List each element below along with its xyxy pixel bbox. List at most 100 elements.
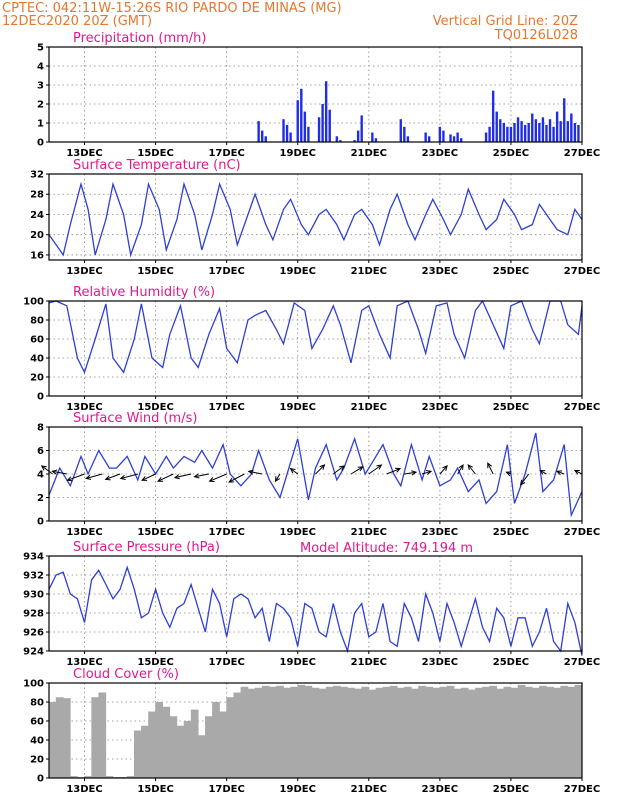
cloud-bar <box>91 697 100 778</box>
cloud-bar <box>254 687 263 778</box>
wind-arrow-shaft <box>157 473 174 482</box>
pressure-xtick-label: 19DEC <box>280 657 316 668</box>
precip-ytick-label: 4 <box>37 62 44 73</box>
wind-arrow <box>208 473 227 482</box>
wind-arrow-shaft <box>556 470 565 475</box>
precip-bar <box>534 119 538 142</box>
cloud-bar <box>467 689 476 778</box>
cloud-bar <box>574 684 583 778</box>
wind-arrow <box>519 473 530 486</box>
precip-bar <box>328 109 331 142</box>
precip-bar <box>442 130 445 142</box>
cloud-bar <box>297 684 306 778</box>
wind-arrow-shaft <box>85 473 103 479</box>
cloud-bar <box>453 688 462 778</box>
pressure-ytick-label: 930 <box>23 590 44 601</box>
cloud-bar <box>84 776 92 778</box>
header-model-code: TQ0126L028 <box>494 28 578 43</box>
wind-arrow <box>505 471 512 477</box>
cloud-bar <box>276 685 284 778</box>
humidity-xtick-label: 13DEC <box>66 402 102 413</box>
precip-bar <box>566 121 569 142</box>
precip-bar <box>296 100 299 142</box>
pressure-ytick-label: 924 <box>23 647 44 658</box>
temperature-title: Surface Temperature (nC) <box>73 158 241 173</box>
wind-arrow-shaft <box>141 473 156 481</box>
precip-bar <box>520 121 523 142</box>
precip-bar <box>563 98 566 142</box>
wind-ytick-label: 2 <box>37 493 44 504</box>
humidity-series-line <box>48 299 583 375</box>
precip-bar <box>523 124 527 142</box>
temperature-xtick-label: 17DEC <box>208 266 244 277</box>
wind-arrow-head <box>289 467 296 474</box>
precip-bar <box>307 126 310 142</box>
pressure-xtick-label: 23DEC <box>422 657 458 668</box>
cloud-bar <box>411 688 419 778</box>
wind-arrow-shaft <box>315 464 325 475</box>
wind-arrow-shaft <box>350 466 363 475</box>
humidity-xtick-label: 23DEC <box>422 402 458 413</box>
precip-title: Precipitation (mm/h) <box>73 31 206 46</box>
cloud-bar <box>155 702 164 778</box>
cloud-xtick-label: 17DEC <box>208 784 244 795</box>
wind-xtick-label: 25DEC <box>493 527 529 538</box>
wind-arrow <box>104 473 121 481</box>
precip-bar <box>303 111 307 142</box>
wind-arrow-shaft <box>194 473 209 478</box>
wind-arrow-shaft <box>332 465 345 475</box>
cloud-bar <box>70 776 78 778</box>
wind-arrow-shaft <box>404 471 417 475</box>
precip-bar <box>285 124 289 142</box>
wind-arrow-head <box>157 477 164 482</box>
precip-xtick-label: 19DEC <box>280 148 316 159</box>
wind-arrow-head <box>66 476 73 482</box>
wind-arrow <box>119 473 138 480</box>
wind-arrow <box>274 473 281 483</box>
wind-panel: Surface Wind (m/s) 0 2 4 6 8 13DEC 15DEC 17DEC 19… <box>37 411 600 538</box>
wind-arrow-head <box>208 477 215 482</box>
wind-arrow-head <box>487 462 493 469</box>
wind-ytick-label: 4 <box>37 470 44 481</box>
cloud-ytick-label: 100 <box>23 679 44 690</box>
pressure-xtick-label: 21DEC <box>351 657 387 668</box>
cloud-bar <box>311 687 320 778</box>
cloud-bar <box>133 730 142 778</box>
precip-bar <box>257 121 260 142</box>
precip-bar <box>353 140 356 142</box>
pressure-ytick-label: 934 <box>23 552 44 563</box>
wind-arrow-shaft <box>386 468 401 475</box>
wind-arrow-shaft <box>67 473 85 481</box>
wind-arrow <box>247 469 263 475</box>
cloud-xtick-label: 23DEC <box>422 784 458 795</box>
precip-bar <box>371 132 374 142</box>
pressure-panel: Surface Pressure (hPa) 924 926 928 930 932 934… <box>23 540 600 668</box>
wind-arrow-head <box>505 471 512 477</box>
precip-xtick-label: 25DEC <box>493 148 529 159</box>
temperature-xtick-label: 23DEC <box>422 266 458 277</box>
cloud-ytick-label: 40 <box>30 736 44 747</box>
cloud-bar <box>517 684 526 778</box>
precip-xtick-label: 15DEC <box>137 148 173 159</box>
precip-bar <box>548 119 552 142</box>
wind-arrow-head <box>247 469 254 475</box>
temperature-xtick-label: 21DEC <box>351 266 387 277</box>
wind-arrow-shaft <box>421 470 432 475</box>
precip-bar <box>499 119 502 142</box>
wind-arrow-shaft <box>439 465 448 475</box>
cloud-bar <box>169 716 178 778</box>
humidity-title: Relative Humidity (%) <box>73 285 215 300</box>
wind-arrow <box>350 466 364 475</box>
cloud-bar <box>375 687 384 778</box>
cloud-bar <box>183 721 192 778</box>
cloud-xtick-label: 15DEC <box>137 784 173 795</box>
cloud-panel: Cloud Cover (%) 0 20 40 60 80 100 13DEC 15DEC 17D… <box>23 667 600 795</box>
precip-xtick-label: 17DEC <box>208 148 244 159</box>
pressure-xtick-label: 13DEC <box>66 657 102 668</box>
wind-arrow-shaft <box>275 473 281 482</box>
wind-arrow <box>228 473 245 483</box>
cloud-bar <box>226 697 235 778</box>
wind-arrow <box>157 473 174 482</box>
wind-title: Surface Wind (m/s) <box>73 411 197 426</box>
